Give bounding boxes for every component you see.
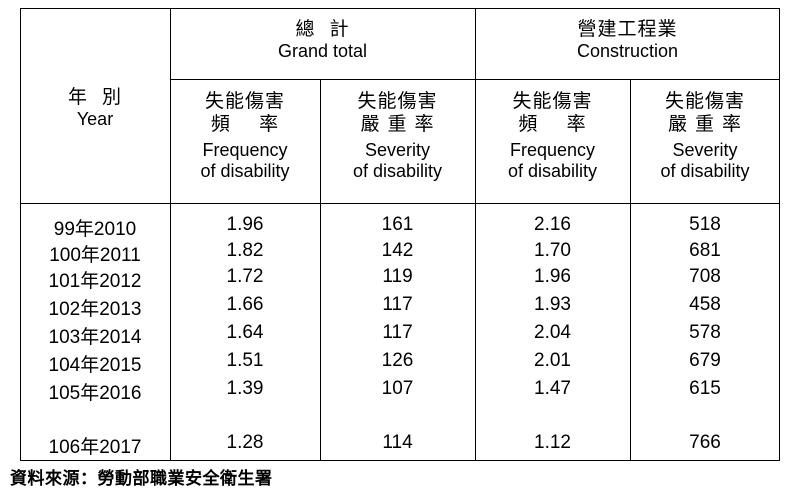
c-frequency-header: 失能傷害 頻 率 Frequency of disability — [475, 90, 630, 183]
sev-zh-line1: 失能傷害 — [664, 90, 745, 112]
year-cell: 99年2010 — [53, 219, 137, 240]
c-severity-cell: 578 — [689, 322, 721, 343]
gt-frequency-cell: 1.72 — [226, 266, 264, 287]
year-header: 年 別 Year — [20, 86, 170, 130]
gt-frequency-cell: 1.66 — [226, 294, 264, 315]
year-cell: 105年2016 — [48, 383, 142, 404]
freq-zh-line2: 頻 率 — [518, 112, 587, 135]
gt-severity-cell: 126 — [381, 350, 414, 371]
year-header-zh: 年 別 — [67, 86, 123, 108]
table-row: 105年2016 1.39 107 1.47 615 — [20, 378, 780, 404]
table-row: 104年2015 1.51 126 2.01 679 — [20, 350, 780, 376]
c-frequency-cell: 1.12 — [534, 432, 571, 453]
sev-en-line2: of disability — [660, 161, 750, 182]
construction-en: Construction — [576, 40, 679, 61]
gt-severity-header: 失能傷害 嚴 重 率 Severity of disability — [320, 90, 475, 183]
year-cell: 100年2011 — [49, 245, 141, 266]
divider — [170, 8, 171, 461]
c-severity-cell: 766 — [689, 432, 721, 453]
freq-zh-line1: 失能傷害 — [204, 90, 285, 112]
gt-severity-cell: 107 — [381, 378, 414, 399]
year-cell: 101年2012 — [48, 271, 142, 292]
gt-frequency-cell: 1.82 — [226, 240, 264, 261]
freq-zh-line1: 失能傷害 — [512, 90, 593, 112]
gt-severity-cell: 117 — [382, 294, 413, 315]
freq-en-line2: of disability — [200, 161, 290, 182]
c-severity-cell: 518 — [689, 214, 721, 235]
year-cell: 106年2017 — [48, 437, 142, 458]
gt-frequency-header: 失能傷害 頻 率 Frequency of disability — [170, 90, 320, 183]
divider — [20, 203, 780, 204]
c-frequency-cell: 1.93 — [534, 294, 571, 315]
year-cell: 102年2013 — [48, 299, 142, 320]
freq-en-line1: Frequency — [202, 139, 288, 160]
gt-severity-cell: 114 — [382, 432, 413, 453]
gt-severity-cell: 161 — [381, 214, 414, 235]
freq-zh-line2: 頻 率 — [210, 112, 280, 135]
table-row: 102年2013 1.66 117 1.93 458 — [20, 294, 780, 320]
gt-severity-cell: 142 — [381, 240, 414, 261]
table-row: 101年2012 1.72 119 1.96 708 — [20, 266, 780, 292]
gt-severity-cell: 117 — [382, 322, 413, 343]
c-severity-cell: 458 — [689, 294, 721, 315]
table-row: 100年2011 1.82 142 1.70 681 — [20, 240, 780, 266]
c-frequency-cell: 2.01 — [534, 350, 571, 371]
sev-zh-line1: 失能傷害 — [357, 90, 438, 112]
table-row: 103年2014 1.64 117 2.04 578 — [20, 322, 780, 348]
freq-en-line1: Frequency — [509, 139, 596, 160]
c-severity-cell: 679 — [689, 350, 721, 371]
divider — [320, 80, 321, 461]
gt-frequency-cell: 1.28 — [226, 432, 264, 453]
grand-total-zh: 總 計 — [295, 18, 350, 40]
construction-zh: 營建工程業 — [577, 18, 678, 40]
c-severity-cell: 708 — [689, 266, 721, 287]
gt-frequency-cell: 1.39 — [226, 378, 264, 399]
c-frequency-cell: 1.96 — [534, 266, 571, 287]
sev-en-line1: Severity — [364, 139, 431, 160]
gt-frequency-cell: 1.64 — [226, 322, 264, 343]
sev-zh-line2: 嚴 重 率 — [667, 112, 743, 135]
source-note: 資料來源：勞動部職業安全衛生署 — [10, 469, 273, 489]
freq-en-line2: of disability — [507, 161, 598, 182]
sev-zh-line2: 嚴 重 率 — [360, 112, 435, 135]
gt-frequency-cell: 1.51 — [226, 350, 264, 371]
c-severity-header: 失能傷害 嚴 重 率 Severity of disability — [630, 90, 780, 183]
grand-total-en: Grand total — [277, 40, 368, 61]
grand-total-header: 總 計 Grand total — [170, 18, 475, 62]
construction-header: 營建工程業 Construction — [475, 18, 780, 62]
sev-en-line2: of disability — [352, 161, 443, 182]
divider — [170, 79, 780, 80]
divider — [475, 8, 476, 461]
sev-en-line1: Severity — [672, 139, 738, 160]
year-cell: 103年2014 — [48, 327, 142, 348]
c-frequency-cell: 1.70 — [534, 240, 571, 261]
table-row: 106年2017 1.28 114 1.12 766 — [20, 432, 780, 458]
c-frequency-cell: 2.16 — [534, 214, 571, 235]
gt-severity-cell: 119 — [382, 266, 413, 287]
year-header-en: Year — [76, 108, 114, 129]
gt-frequency-cell: 1.96 — [226, 214, 264, 235]
divider — [630, 80, 631, 461]
year-cell: 104年2015 — [48, 355, 142, 376]
table-row: 99年2010 1.96 161 2.16 518 — [20, 214, 780, 240]
c-severity-cell: 681 — [689, 240, 721, 261]
data-table — [20, 8, 780, 461]
c-frequency-cell: 1.47 — [534, 378, 571, 399]
c-severity-cell: 615 — [689, 378, 721, 399]
c-frequency-cell: 2.04 — [534, 322, 571, 343]
